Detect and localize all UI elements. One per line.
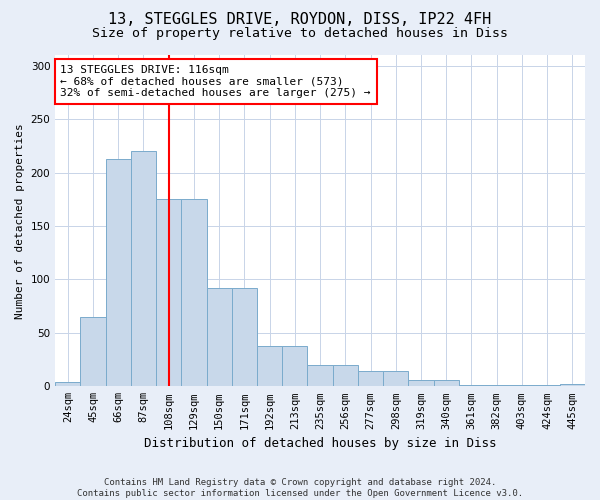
Text: Contains HM Land Registry data © Crown copyright and database right 2024.
Contai: Contains HM Land Registry data © Crown c… bbox=[77, 478, 523, 498]
Bar bbox=[232, 288, 257, 386]
Bar bbox=[156, 200, 181, 386]
Text: 13 STEGGLES DRIVE: 116sqm
← 68% of detached houses are smaller (573)
32% of semi: 13 STEGGLES DRIVE: 116sqm ← 68% of detac… bbox=[61, 65, 371, 98]
Bar bbox=[358, 372, 383, 386]
Bar bbox=[80, 317, 106, 386]
Bar bbox=[206, 288, 232, 386]
X-axis label: Distribution of detached houses by size in Diss: Distribution of detached houses by size … bbox=[144, 437, 496, 450]
Bar bbox=[535, 385, 560, 386]
Bar bbox=[282, 346, 307, 387]
Bar bbox=[332, 365, 358, 386]
Bar bbox=[459, 385, 484, 386]
Bar bbox=[434, 380, 459, 386]
Bar bbox=[106, 158, 131, 386]
Bar bbox=[409, 380, 434, 386]
Bar bbox=[484, 385, 509, 386]
Text: Size of property relative to detached houses in Diss: Size of property relative to detached ho… bbox=[92, 28, 508, 40]
Bar bbox=[257, 346, 282, 387]
Y-axis label: Number of detached properties: Number of detached properties bbox=[15, 123, 25, 318]
Bar bbox=[55, 382, 80, 386]
Bar bbox=[307, 365, 332, 386]
Text: 13, STEGGLES DRIVE, ROYDON, DISS, IP22 4FH: 13, STEGGLES DRIVE, ROYDON, DISS, IP22 4… bbox=[109, 12, 491, 28]
Bar bbox=[181, 200, 206, 386]
Bar bbox=[560, 384, 585, 386]
Bar bbox=[383, 372, 409, 386]
Bar bbox=[131, 151, 156, 386]
Bar bbox=[509, 385, 535, 386]
